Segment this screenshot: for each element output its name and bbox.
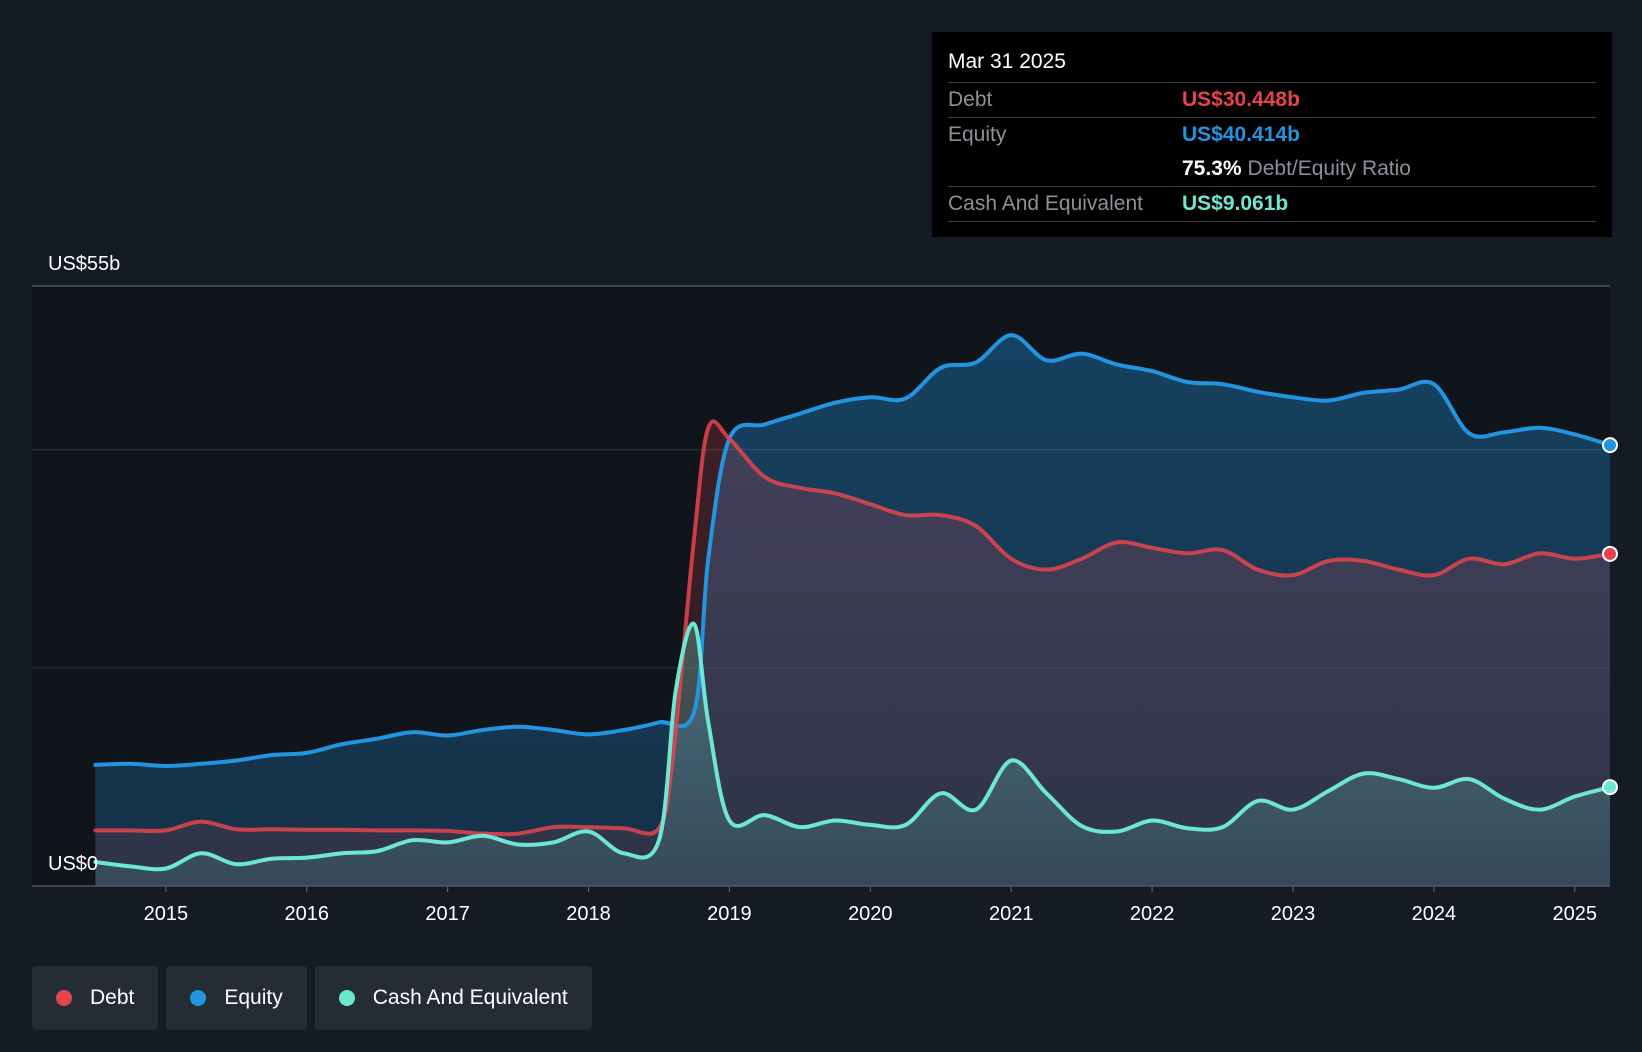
tooltip-debt-value: US$30.448b <box>1182 88 1300 111</box>
legend-label-debt: Debt <box>90 986 135 1009</box>
x-tick-label: 2021 <box>989 903 1034 925</box>
debt-end-marker <box>1602 545 1618 562</box>
legend-item-equity[interactable]: Equity <box>166 966 307 1030</box>
y-axis-min-label: US$0 <box>48 853 98 875</box>
x-tick-label: 2015 <box>144 903 189 925</box>
equity-dot-icon <box>190 990 207 1006</box>
x-tick-label: 2016 <box>284 903 329 925</box>
x-axis: 2015 2016 2017 2018 2019 2020 2021 2022 2023 2024… <box>32 885 1610 925</box>
legend-label-equity: Equity <box>224 986 283 1009</box>
x-tick-label: 2025 <box>1553 903 1598 925</box>
tooltip-debt-label: Debt <box>948 88 993 111</box>
tooltip-panel: Mar 31 2025 Debt US$30.448b Equity US$40… <box>932 32 1612 237</box>
tooltip-equity-value: US$40.414b <box>1182 123 1300 146</box>
x-tick-label: 2019 <box>707 903 752 925</box>
series-end-markers <box>1602 437 1618 796</box>
cash-end-marker <box>1602 779 1618 796</box>
x-tick-label: 2017 <box>425 903 470 925</box>
x-tick-label: 2023 <box>1271 903 1316 925</box>
chart-legend: Debt Equity Cash And Equivalent <box>32 966 592 1030</box>
debt-area <box>95 421 1610 886</box>
cash-area <box>95 623 1610 886</box>
tooltip-equity-label: Equity <box>948 123 1007 146</box>
cash-line <box>93 621 1612 872</box>
tooltip-debt-row: Debt US$30.448b <box>948 83 1596 118</box>
tooltip-date: Mar 31 2025 <box>948 46 1596 83</box>
tooltip-cash-row: Cash And Equivalent US$9.061b <box>948 187 1596 222</box>
cash-dot-icon <box>338 990 355 1006</box>
equity-end-marker <box>1602 437 1618 454</box>
tooltip-equity-row: Equity US$40.414b <box>948 118 1596 152</box>
x-tick-label: 2024 <box>1412 903 1457 925</box>
equity-line <box>93 333 1612 768</box>
x-tick-label: 2018 <box>566 903 611 925</box>
tooltip-ratio-row: 75.3% Debt/Equity Ratio <box>948 152 1596 187</box>
legend-label-cash: Cash And Equivalent <box>372 986 568 1009</box>
tooltip-cash-label: Cash And Equivalent <box>948 192 1143 215</box>
x-tick-label: 2020 <box>848 903 893 925</box>
legend-item-cash[interactable]: Cash And Equivalent <box>314 966 592 1030</box>
series-lines <box>93 333 1612 872</box>
series-areas <box>95 335 1610 886</box>
x-tick-label: 2022 <box>1130 903 1175 925</box>
tooltip-cash-value: US$9.061b <box>1182 192 1289 215</box>
tooltip-ratio-value: 75.3% <box>1182 157 1242 180</box>
debt-dot-icon <box>56 990 72 1006</box>
tooltip-ratio-label: Debt/Equity Ratio <box>1247 157 1411 180</box>
y-axis-max-label: US$55b <box>48 253 120 275</box>
legend-item-debt[interactable]: Debt <box>32 966 159 1030</box>
debt-line <box>93 419 1612 837</box>
